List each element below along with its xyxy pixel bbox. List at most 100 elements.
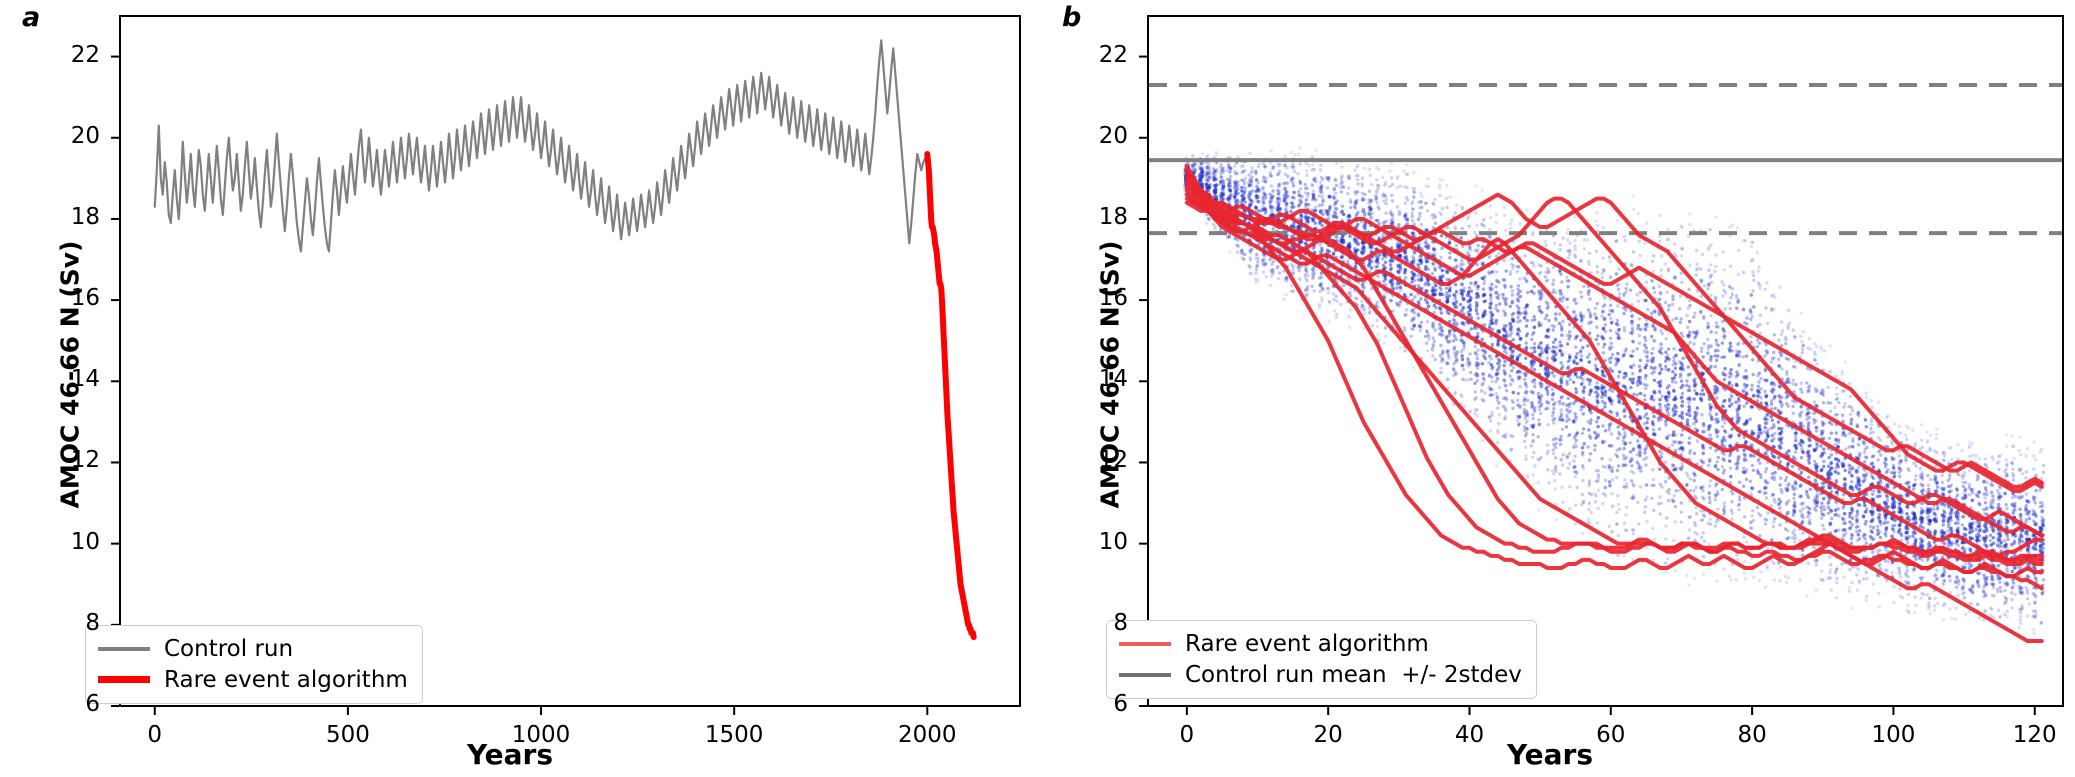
ensemble-point bbox=[1574, 356, 1578, 360]
ensemble-point bbox=[1546, 329, 1550, 333]
ensemble-point bbox=[1466, 291, 1471, 295]
ensemble-point bbox=[1494, 270, 1499, 274]
ensemble-point bbox=[1367, 189, 1372, 193]
ensemble-point bbox=[1299, 200, 1304, 204]
ensemble-point bbox=[1405, 308, 1409, 312]
ensemble-point bbox=[1317, 194, 1321, 198]
ensemble-point bbox=[1276, 208, 1280, 212]
ensemble-point bbox=[1286, 194, 1290, 198]
ensemble-point bbox=[1622, 294, 1626, 298]
ensemble-point bbox=[1608, 259, 1613, 263]
ensemble-point bbox=[1261, 187, 1265, 191]
ensemble-point bbox=[1254, 170, 1258, 174]
ensemble-point bbox=[1241, 194, 1245, 198]
ensemble-point bbox=[1568, 401, 1572, 406]
ensemble-point bbox=[1490, 269, 1495, 274]
ensemble-point bbox=[1565, 419, 1569, 423]
ensemble-point bbox=[1320, 203, 1324, 207]
ensemble-point bbox=[1360, 191, 1365, 195]
ensemble-point bbox=[1213, 225, 1218, 229]
ensemble-point bbox=[1475, 353, 1479, 357]
ensemble-point bbox=[1659, 329, 1663, 333]
ensemble-point bbox=[1651, 468, 1655, 472]
ensemble-point bbox=[1339, 190, 1344, 194]
ensemble-point bbox=[1610, 410, 1614, 415]
ensemble-point bbox=[1565, 342, 1570, 346]
ensemble-point bbox=[1532, 315, 1536, 319]
ensemble-point bbox=[1242, 196, 1246, 201]
ensemble-point bbox=[1550, 397, 1555, 402]
ensemble-point bbox=[1404, 195, 1409, 200]
ensemble-point bbox=[1261, 161, 1265, 166]
ensemble-point bbox=[1596, 424, 1600, 429]
ensemble-point bbox=[1290, 176, 1294, 180]
ensemble-point bbox=[1240, 170, 1244, 175]
ensemble-point bbox=[1488, 204, 1492, 208]
ensemble-point bbox=[1630, 496, 1634, 500]
ensemble-point bbox=[1299, 186, 1303, 191]
ensemble-point bbox=[1515, 269, 1520, 274]
ensemble-point bbox=[1503, 213, 1507, 218]
ensemble-point bbox=[1402, 169, 1406, 173]
ensemble-point bbox=[1255, 264, 1259, 268]
ensemble-point bbox=[1487, 360, 1491, 365]
ensemble-point bbox=[1395, 185, 1399, 190]
ensemble-point bbox=[1523, 374, 1528, 378]
ensemble-point bbox=[1270, 198, 1274, 203]
ensemble-point bbox=[1227, 170, 1232, 175]
ensemble-point bbox=[1306, 194, 1310, 199]
ensemble-point bbox=[1367, 209, 1372, 213]
ensemble-point bbox=[1482, 299, 1486, 304]
ensemble-point bbox=[1318, 180, 1323, 185]
ensemble-point bbox=[1398, 285, 1403, 290]
ensemble-point bbox=[1283, 186, 1288, 190]
ensemble-point bbox=[1616, 533, 1620, 538]
ensemble-point bbox=[1289, 178, 1294, 182]
ensemble-point bbox=[1519, 337, 1523, 341]
ensemble-point bbox=[1636, 439, 1640, 443]
ensemble-point bbox=[1551, 414, 1555, 418]
ensemble-point bbox=[1559, 434, 1563, 439]
ensemble-point bbox=[1476, 316, 1480, 320]
ensemble-point bbox=[1637, 334, 1641, 338]
ensemble-point bbox=[1263, 263, 1267, 267]
ensemble-point bbox=[1505, 334, 1509, 339]
ensemble-point bbox=[1325, 286, 1329, 290]
ensemble-point bbox=[1469, 377, 1473, 381]
ensemble-point bbox=[1474, 396, 1478, 400]
ensemble-point bbox=[1490, 321, 1494, 326]
ensemble-point bbox=[1416, 283, 1421, 288]
ensemble-point bbox=[1667, 391, 1671, 396]
ensemble-point bbox=[1239, 200, 1244, 204]
ensemble-point bbox=[1282, 187, 1287, 191]
ensemble-point bbox=[1533, 318, 1537, 322]
ensemble-point bbox=[1588, 378, 1593, 382]
ensemble-point bbox=[1241, 193, 1245, 197]
ensemble-point bbox=[1242, 234, 1247, 238]
ensemble-point bbox=[1588, 390, 1592, 394]
ensemble-point bbox=[1284, 201, 1288, 206]
ensemble-point bbox=[1363, 227, 1367, 231]
ensemble-point bbox=[1445, 291, 1449, 295]
ensemble-point bbox=[1518, 289, 1523, 294]
ensemble-point bbox=[1397, 223, 1401, 227]
ensemble-point bbox=[1200, 175, 1204, 179]
ensemble-point bbox=[1228, 184, 1232, 188]
ensemble-point bbox=[1370, 323, 1375, 328]
ensemble-point bbox=[1276, 196, 1280, 201]
ensemble-point bbox=[1545, 443, 1550, 447]
ensemble-point bbox=[1568, 241, 1572, 245]
ensemble-point bbox=[1247, 173, 1251, 177]
ensemble-point bbox=[1440, 246, 1444, 250]
ensemble-point bbox=[1214, 150, 1218, 154]
ensemble-point bbox=[1635, 408, 1639, 412]
ensemble-point bbox=[1207, 162, 1211, 166]
ensemble-point bbox=[1645, 355, 1649, 359]
ensemble-point bbox=[1476, 287, 1480, 291]
ensemble-point bbox=[1546, 423, 1550, 427]
ensemble-point bbox=[1326, 291, 1331, 295]
ensemble-point bbox=[1425, 320, 1430, 324]
ensemble-point bbox=[1243, 189, 1247, 193]
ensemble-point bbox=[1275, 173, 1280, 177]
ensemble-point bbox=[1545, 386, 1549, 390]
